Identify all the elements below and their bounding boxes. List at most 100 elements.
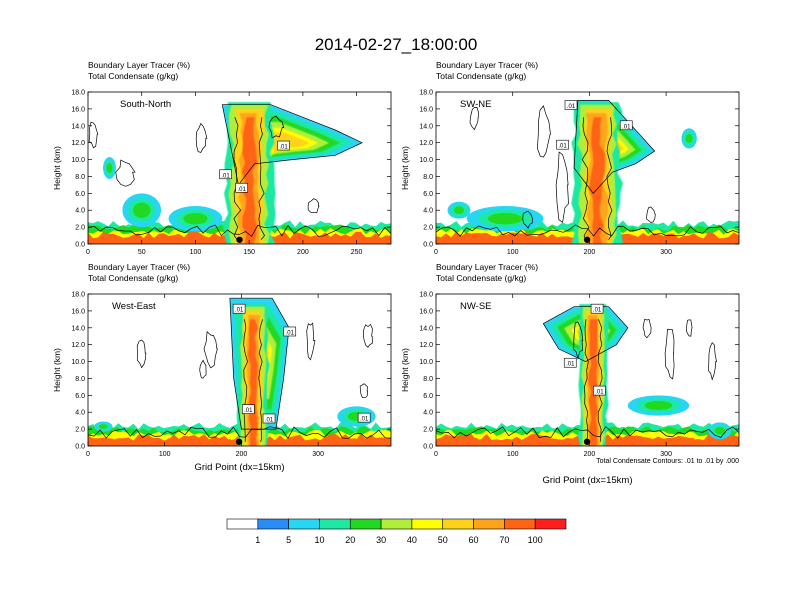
location-marker [236,236,243,243]
plot-frame [435,91,740,245]
ytick-label: 6.0 [423,393,433,400]
contour-blob-5 [359,383,368,398]
y-axis-label: Height (km) [52,348,62,392]
contour-blob-0 [115,159,136,187]
ytick-label: 12.0 [419,140,433,147]
xtick-label: 200 [584,249,596,256]
panel-name: SW-NE [460,99,492,110]
ytick-label: 16.0 [419,308,433,315]
tracer-blob-2-2 [453,206,465,215]
colorbar-label-7: 60 [469,535,479,545]
colorbar-swatch-0 [226,518,259,530]
contour-label-box-0 [232,303,246,314]
contour-anvil-outline [229,297,290,430]
xtick-label: 300 [660,451,672,458]
colorbar-label-1: 5 [286,535,291,545]
colorbar-label-3: 20 [345,535,355,545]
contour-surface [436,224,739,237]
colorbar-swatch-6 [411,518,444,530]
ytick-label: 8.0 [423,174,433,181]
xtick-label: 300 [660,249,672,256]
contour-blob-0 [664,328,675,380]
location-marker [583,438,591,445]
contour-plume-edge-0 [243,319,248,442]
contour-blob-3 [362,323,373,348]
colorbar-label-0: 1 [255,535,260,545]
contour-anvil-outline [542,306,629,362]
ytick-label: 2.0 [75,225,85,232]
ytick-label: 10.0 [71,157,85,164]
colorbar-swatch-7 [442,518,474,530]
contour-blob-4 [686,319,693,337]
xtick-label: 100 [190,249,202,256]
contour-label-box-1 [235,182,248,193]
ytick-label: 8.0 [75,376,85,383]
panel-contour-variable: Total Condensate (g/kg) [436,273,526,283]
contour-blob-1 [203,330,218,369]
contour-blob-0 [136,339,147,369]
xtick-label: 200 [297,249,309,256]
xtick-label: 150 [243,249,255,256]
panel-name: West-East [112,301,156,312]
tracer-blob-0-2 [487,212,523,225]
ytick-label: 4.0 [423,208,433,215]
contour-label-box-1 [563,357,577,368]
contour-label-0: .01 [235,308,244,314]
ytick-label: 14.0 [71,325,85,332]
location-marker [235,438,243,445]
ytick-label: 18.0 [419,292,433,299]
panel-fill-variable: Boundary Layer Tracer (%) [88,262,190,272]
colorbar-swatch-8 [473,518,505,530]
y-axis-label: Height (km) [52,146,62,190]
panel-name: South-North [120,99,171,110]
contour-label-box-1 [283,326,297,337]
contour-blob-4 [199,359,207,379]
colorbar-label-8: 70 [499,535,509,545]
plume-level-4 [241,117,258,244]
contour-plume-edge-1 [606,117,613,240]
ytick-label: 10.0 [71,359,85,366]
contour-blob-1 [708,342,717,381]
ytick-label: 12.0 [71,140,85,147]
contour-plume-edge-0 [584,319,589,442]
ytick-label: 4.0 [423,410,433,417]
ytick-label: 16.0 [419,106,433,113]
contour-blob-2 [88,121,99,149]
contour-label-0: .01 [221,173,230,179]
panel-fill-variable: Boundary Layer Tracer (%) [88,60,190,70]
panel-name: NW-SE [460,301,492,312]
panel-sw-ne: Boundary Layer Tracer (%)Total Condensat… [400,60,740,256]
ytick-label: 0.0 [75,444,85,451]
contour-surface [436,426,739,439]
panel-nw-se: Boundary Layer Tracer (%)Total Condensat… [400,262,740,486]
contour-anvil-outline [221,104,363,186]
tracer-blob-0-2 [133,202,151,218]
x-axis-label: Grid Point (dx=15km) [542,475,632,486]
ytick-label: 6.0 [75,191,85,198]
tracer-blob-2-2 [183,212,208,225]
ytick-label: 14.0 [419,123,433,130]
contour-label-box-2 [242,404,255,414]
ytick-label: 4.0 [75,208,85,215]
bl-level-4 [436,437,739,446]
plume-level-4 [589,117,605,244]
panel-fill-variable: Boundary Layer Tracer (%) [436,262,538,272]
panel-contour-variable: Total Condensate (g/kg) [88,71,178,81]
plot-frame [435,293,740,447]
colorbar-label-6: 50 [438,535,448,545]
ytick-label: 16.0 [71,106,85,113]
y-axis-label: Height (km) [400,348,410,392]
plume-level-4 [588,319,598,446]
contour-label-box-2 [619,120,633,131]
ytick-label: 2.0 [423,225,433,232]
xtick-label: 0 [434,451,438,458]
tracer-blob-1-2 [714,427,726,435]
xtick-label: 50 [138,249,146,256]
condensate-contours [88,104,391,241]
condensate-contours [436,306,739,442]
panel-fill-variable: Boundary Layer Tracer (%) [436,60,538,70]
plot-frame [87,293,392,447]
tracer-field [436,100,739,244]
xtick-label: 200 [584,451,596,458]
colorbar-swatch-3 [319,518,351,530]
